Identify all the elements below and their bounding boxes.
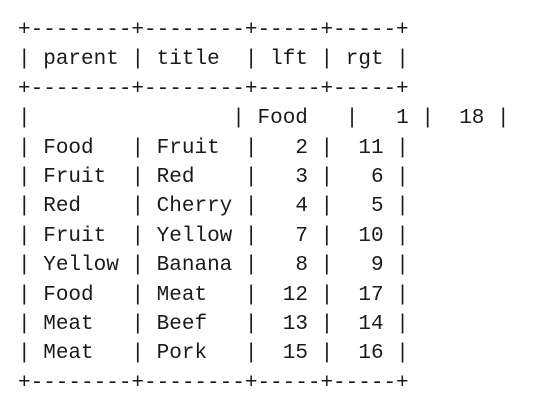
table-border-header: +--------+--------+-----+-----+ [18, 77, 409, 101]
cell-title: Banana [156, 254, 233, 278]
cell-lft: 1 [396, 107, 409, 131]
table-row: | Food | Meat | 12 | 17 | [18, 283, 409, 307]
cell-lft: 12 [282, 283, 308, 307]
column-header-title: title [156, 48, 220, 72]
cell-title: Fruit [156, 136, 220, 160]
cell-rgt: 11 [358, 136, 384, 160]
table-row: | | Food | 1 | 18 | [18, 107, 510, 131]
cell-parent: Meat [43, 312, 94, 336]
cell-lft: 7 [295, 224, 308, 248]
cell-lft: 8 [295, 254, 308, 278]
cell-parent: Fruit [43, 224, 107, 248]
cell-rgt: 10 [358, 224, 384, 248]
cell-title: Yellow [156, 224, 233, 248]
cell-rgt: 18 [459, 107, 485, 131]
cell-lft: 4 [295, 195, 308, 219]
ascii-result-table: +--------+--------+-----+-----+ | parent … [18, 16, 510, 398]
cell-rgt: 6 [370, 165, 384, 189]
table-row: | Yellow | Banana | 8 | 9 | [18, 254, 409, 278]
table-row: | Red | Cherry | 4 | 5 | [18, 195, 409, 219]
table-border-bottom: +--------+--------+-----+-----+ [18, 371, 409, 395]
table-row: | Meat | Pork | 15 | 16 | [18, 342, 409, 366]
cell-rgt: 5 [370, 195, 384, 219]
cell-title: Meat [156, 283, 208, 307]
cell-parent: Red [43, 195, 82, 219]
cell-parent: Food [43, 283, 94, 307]
column-header-lft: lft [270, 48, 308, 72]
table-row: | Meat | Beef | 13 | 14 | [18, 312, 409, 336]
column-header-rgt: rgt [345, 48, 384, 72]
cell-title: Cherry [156, 195, 233, 219]
cell-rgt: 9 [370, 254, 384, 278]
cell-title: Food [257, 107, 308, 131]
cell-rgt: 16 [358, 342, 384, 366]
cell-lft: 3 [295, 165, 308, 189]
cell-parent: Food [43, 136, 94, 160]
cell-lft: 2 [295, 136, 308, 160]
cell-title: Beef [156, 312, 208, 336]
table-row: | Fruit | Yellow | 7 | 10 | [18, 224, 409, 248]
table-border-top: +--------+--------+-----+-----+ [18, 19, 409, 42]
cell-rgt: 14 [358, 312, 384, 336]
cell-title: Red [156, 165, 195, 189]
table-row: | Food | Fruit | 2 | 11 | [18, 136, 409, 160]
cell-parent: Meat [43, 342, 94, 366]
table-row: | Fruit | Red | 3 | 6 | [18, 165, 409, 189]
cell-lft: 15 [282, 342, 308, 366]
cell-parent: Fruit [43, 165, 107, 189]
column-header-parent: parent [43, 48, 119, 72]
cell-parent: Yellow [43, 254, 119, 278]
cell-title: Pork [156, 342, 208, 366]
cell-lft: 13 [282, 312, 308, 336]
cell-rgt: 17 [358, 283, 384, 307]
table-header-row: | parent | title | lft | rgt | [18, 48, 409, 72]
